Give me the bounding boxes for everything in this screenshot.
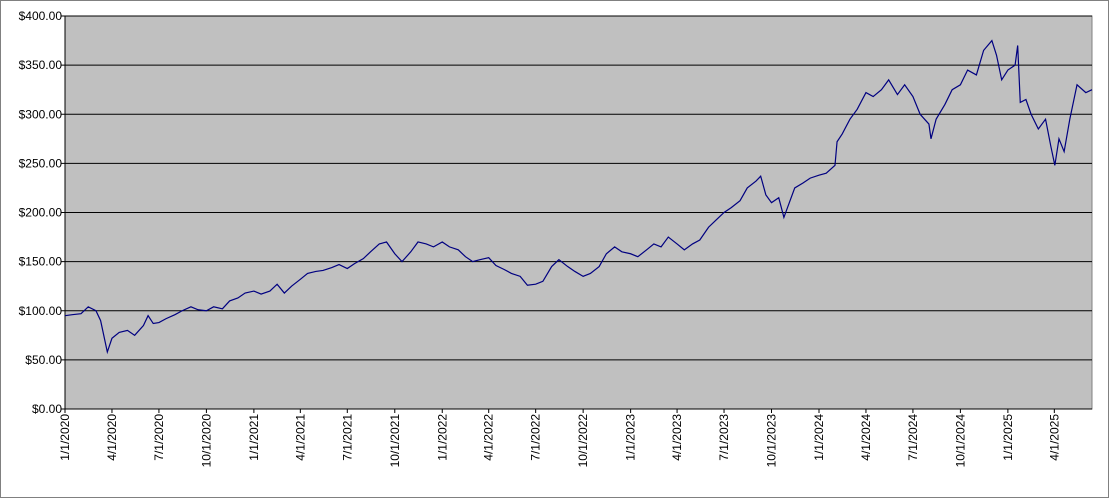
- y-tick-label: $100.00: [19, 304, 63, 318]
- x-tick-label: 7/1/2020: [152, 414, 166, 461]
- x-tick-label: 1/1/2022: [435, 414, 449, 461]
- x-tick-label: 4/1/2023: [670, 414, 684, 461]
- x-tick-label: 10/1/2020: [199, 414, 213, 468]
- x-tick-label: 4/1/2024: [859, 414, 873, 461]
- x-tick-label: 4/1/2022: [482, 414, 496, 461]
- x-tick-label: 10/1/2021: [388, 414, 402, 468]
- y-tick-label: $0.00: [32, 402, 62, 416]
- x-tick-label: 1/1/2024: [812, 414, 826, 461]
- x-tick-label: 4/1/2021: [293, 414, 307, 461]
- y-tick-label: $200.00: [19, 206, 63, 220]
- x-tick-label: 4/1/2025: [1047, 414, 1061, 461]
- x-tick-label: 7/1/2022: [529, 414, 543, 461]
- price-line: [64, 39, 1093, 355]
- x-tick-label: 10/1/2022: [576, 414, 590, 468]
- x-tick-label: 1/1/2020: [58, 414, 72, 461]
- x-tick-label: 1/1/2025: [1001, 414, 1015, 461]
- y-tick-label: $400.00: [19, 9, 63, 23]
- x-tick-label: 7/1/2023: [717, 414, 731, 461]
- x-tick-label: 10/1/2023: [765, 414, 779, 468]
- x-tick-label: 4/1/2020: [105, 414, 119, 461]
- y-tick-label: $350.00: [19, 58, 63, 72]
- x-tick-label: 1/1/2021: [247, 414, 261, 461]
- x-tick-label: 10/1/2024: [953, 414, 967, 468]
- y-tick-label: $50.00: [25, 353, 62, 367]
- y-tick-label: $150.00: [19, 255, 63, 269]
- x-tick-label: 7/1/2021: [340, 414, 354, 461]
- x-tick-label: 1/1/2023: [624, 414, 638, 461]
- x-tick-label: 7/1/2024: [906, 414, 920, 461]
- y-tick-label: $250.00: [19, 156, 63, 170]
- y-tick-label: $300.00: [19, 107, 63, 121]
